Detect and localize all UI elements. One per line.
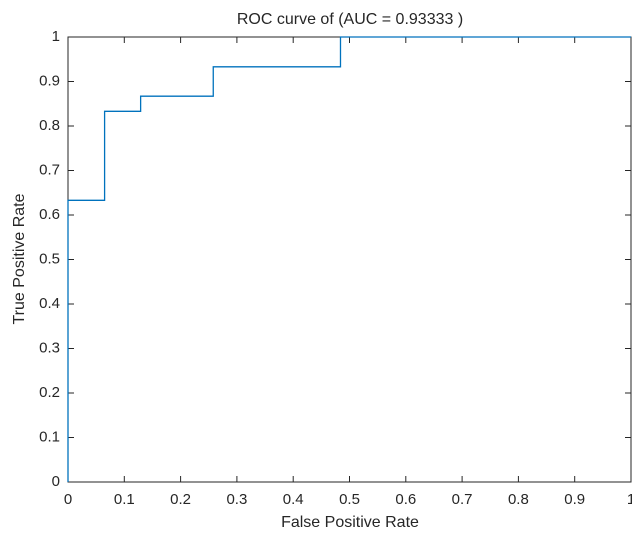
x-tick-label: 0.6 [395, 491, 416, 508]
y-tick-label: 0.7 [39, 161, 60, 178]
y-tick-label: 0.6 [39, 206, 60, 223]
y-tick-label: 1 [52, 28, 60, 45]
y-tick-label: 0.3 [39, 339, 60, 356]
y-tick-label: 0.4 [39, 295, 60, 312]
x-tick-label: 0.1 [114, 491, 135, 508]
x-tick-label: 0.5 [339, 491, 360, 508]
y-tick-label: 0.9 [39, 72, 60, 89]
chart-title: ROC curve of (AUC = 0.93333 ) [237, 11, 463, 28]
y-tick-label: 0.8 [39, 117, 60, 134]
y-tick-label: 0.5 [39, 250, 60, 267]
y-tick-label: 0.1 [39, 428, 60, 445]
x-tick-label: 1 [627, 491, 632, 508]
x-axis-label: False Positive Rate [281, 514, 419, 531]
roc-line [67, 36, 631, 482]
x-tick-label: 0.3 [226, 491, 247, 508]
x-tick-label: 0 [64, 491, 72, 508]
y-tick-label: 0 [52, 473, 60, 490]
x-tick-label: 0.7 [452, 491, 473, 508]
x-tick-label: 0.2 [170, 491, 191, 508]
y-axis-label: True Positive Rate [11, 193, 28, 324]
x-tick-label: 0.9 [564, 491, 585, 508]
y-tick-label: 0.2 [39, 384, 60, 401]
x-tick-label: 0.4 [283, 491, 304, 508]
x-tick-label: 0.8 [508, 491, 529, 508]
